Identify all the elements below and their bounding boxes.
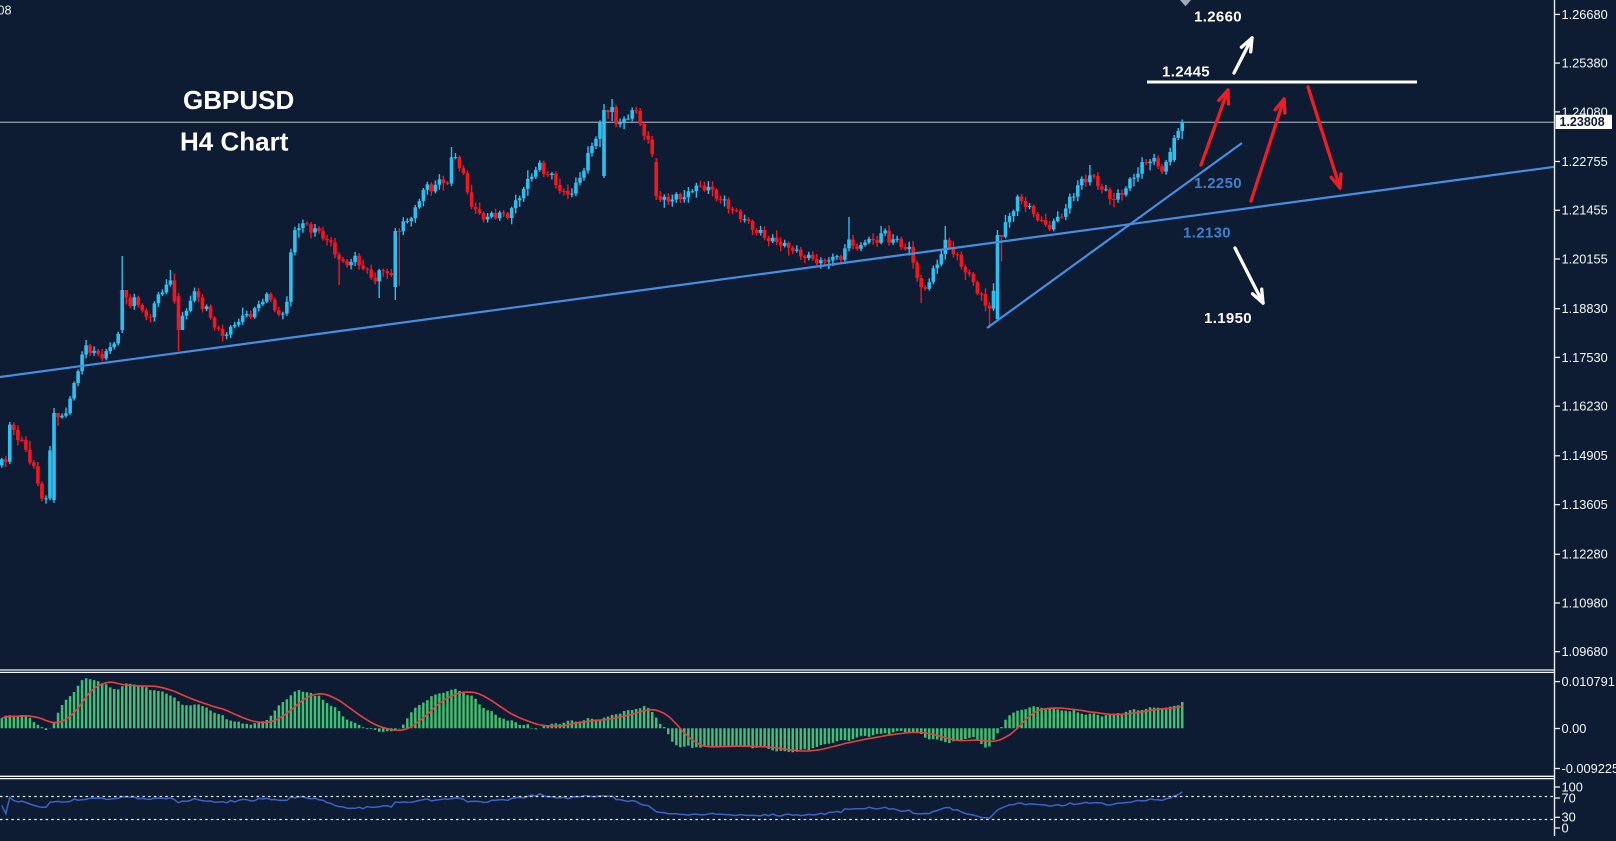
svg-text:1.20155: 1.20155 bbox=[1562, 251, 1608, 266]
svg-text:-0.009225: -0.009225 bbox=[1562, 761, 1616, 776]
svg-text:1.26680: 1.26680 bbox=[1562, 7, 1608, 22]
svg-text:1.2250: 1.2250 bbox=[1194, 175, 1242, 192]
svg-text:1.18830: 1.18830 bbox=[1562, 301, 1608, 316]
svg-text:0.010791: 0.010791 bbox=[1562, 674, 1615, 689]
svg-text:1.12280: 1.12280 bbox=[1562, 547, 1608, 562]
svg-text:1.16230: 1.16230 bbox=[1562, 399, 1608, 414]
svg-text:1.23808: 1.23808 bbox=[1560, 115, 1605, 129]
svg-text:1.22755: 1.22755 bbox=[1562, 154, 1608, 169]
svg-text:1.2130: 1.2130 bbox=[1183, 225, 1231, 242]
svg-text:H4 Chart: H4 Chart bbox=[180, 127, 289, 157]
svg-text:08: 08 bbox=[0, 4, 12, 18]
svg-text:1.1950: 1.1950 bbox=[1204, 310, 1252, 327]
svg-text:1.13605: 1.13605 bbox=[1562, 497, 1608, 512]
svg-text:1.21455: 1.21455 bbox=[1562, 203, 1608, 218]
svg-text:0.00: 0.00 bbox=[1562, 721, 1587, 736]
svg-text:GBPUSD: GBPUSD bbox=[183, 85, 294, 115]
svg-text:1.09680: 1.09680 bbox=[1562, 644, 1608, 659]
svg-text:1.14905: 1.14905 bbox=[1562, 448, 1608, 463]
svg-text:70: 70 bbox=[1562, 790, 1576, 805]
svg-text:1.2660: 1.2660 bbox=[1194, 9, 1242, 26]
svg-text:1.2445: 1.2445 bbox=[1162, 64, 1210, 81]
svg-text:1.10980: 1.10980 bbox=[1562, 595, 1608, 610]
svg-text:1.17530: 1.17530 bbox=[1562, 350, 1608, 365]
svg-text:0: 0 bbox=[1562, 820, 1569, 835]
svg-text:1.25380: 1.25380 bbox=[1562, 56, 1608, 71]
